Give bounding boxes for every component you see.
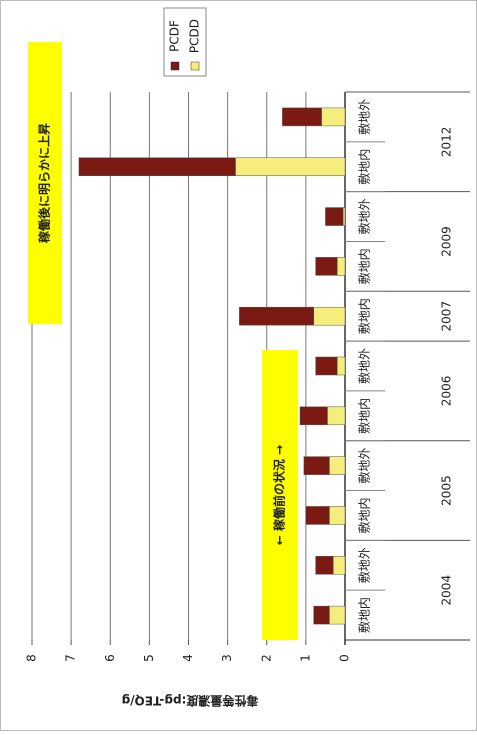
y-tick-label: 1 <box>298 654 312 662</box>
bar-segment <box>342 207 346 226</box>
bar-segment <box>315 556 334 575</box>
group-label: 2005 <box>440 475 454 506</box>
annotation-box <box>28 42 62 324</box>
x-tick-label: 敷地内 <box>357 149 372 185</box>
x-tick-label: 敷地内 <box>357 497 372 533</box>
x-tick-label: 敷地外 <box>357 348 372 384</box>
x-tick-label: 敷地外 <box>357 547 372 583</box>
y-tick-label: 7 <box>64 654 78 662</box>
y-tick-label: 6 <box>103 654 117 662</box>
legend-swatch <box>170 61 180 71</box>
axis-title: 毒性等量濃度:pg-TEQ/g <box>122 694 259 709</box>
annotation: ← 稼働前の状況 → <box>272 445 287 545</box>
bar-segment <box>305 506 330 525</box>
bar-segment <box>336 257 346 276</box>
bar-segment <box>313 605 330 625</box>
y-tick-label: 8 <box>25 654 39 662</box>
bar-segment <box>329 506 346 525</box>
x-tick-label: 敷地外 <box>357 448 372 484</box>
group-label: 2009 <box>440 226 454 257</box>
x-tick-label: 敷地内 <box>357 248 372 284</box>
group-label: 2004 <box>440 575 454 606</box>
y-tick-label: 0 <box>338 654 352 662</box>
group-label: 2007 <box>440 301 454 332</box>
annotation-box <box>262 350 298 640</box>
annotation: 稼働後に明らかに上昇 <box>37 123 52 243</box>
y-tick-label: 4 <box>181 654 195 662</box>
x-tick-label: 敷地外 <box>357 199 372 235</box>
group-label: 2006 <box>440 376 454 407</box>
bar-segment <box>336 356 346 376</box>
bar-segment <box>303 456 330 475</box>
bar-segment <box>327 406 346 426</box>
x-tick-label: 敷地内 <box>357 597 372 633</box>
group-label: 2012 <box>440 127 454 158</box>
bar-segment <box>333 556 346 575</box>
bar-segment <box>325 207 344 226</box>
legend-label: PCDF <box>168 20 182 52</box>
bar-segment <box>329 456 346 475</box>
bar-segment <box>235 157 346 176</box>
bar-segment <box>239 306 314 326</box>
bar-segment <box>315 257 338 276</box>
bar-segment <box>315 356 338 376</box>
y-tick-label: 5 <box>142 654 156 662</box>
legend-swatch <box>190 61 200 71</box>
bar-segment <box>299 406 328 426</box>
bar-segment <box>282 107 322 127</box>
y-tick-label: 2 <box>259 654 273 662</box>
x-tick-label: 敷地外 <box>357 99 372 135</box>
bar-segment <box>78 157 236 176</box>
x-tick-label: 敷地内 <box>357 298 372 334</box>
bar-segment <box>329 605 346 625</box>
x-tick-label: 敷地内 <box>357 398 372 434</box>
y-tick-label: 3 <box>220 654 234 662</box>
bar-segment <box>313 306 346 326</box>
bar-segment <box>321 107 346 127</box>
legend-label: PCDD <box>188 19 202 53</box>
